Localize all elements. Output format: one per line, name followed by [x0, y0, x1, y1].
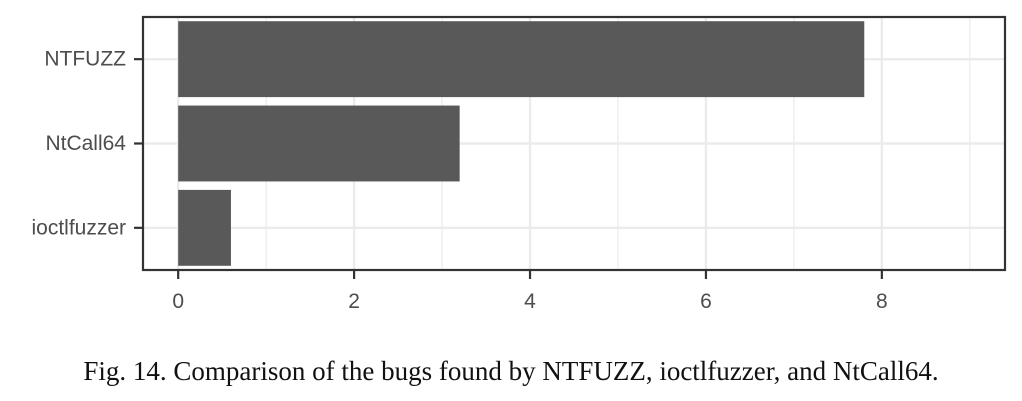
figure-caption: Fig. 14. Comparison of the bugs found by… — [83, 356, 939, 386]
bar-ntfuzz — [178, 21, 865, 98]
x-tick-label: 0 — [172, 290, 184, 313]
x-tick-label: 2 — [348, 290, 360, 313]
y-tick-label: NTFUZZ — [44, 48, 126, 71]
bar-ioctlfuzzer — [178, 189, 231, 266]
bar-ntcall64 — [178, 105, 460, 182]
bar-chart: NTFUZZ NtCall64 ioctlfuzzer 0 2 4 6 8 — [31, 15, 1007, 313]
x-tick-label: 4 — [524, 290, 536, 313]
x-tick-label: 8 — [876, 290, 888, 313]
y-tick-label: NtCall64 — [45, 132, 126, 155]
x-tick-label: 6 — [700, 290, 712, 313]
y-tick-label: ioctlfuzzer — [31, 216, 126, 239]
